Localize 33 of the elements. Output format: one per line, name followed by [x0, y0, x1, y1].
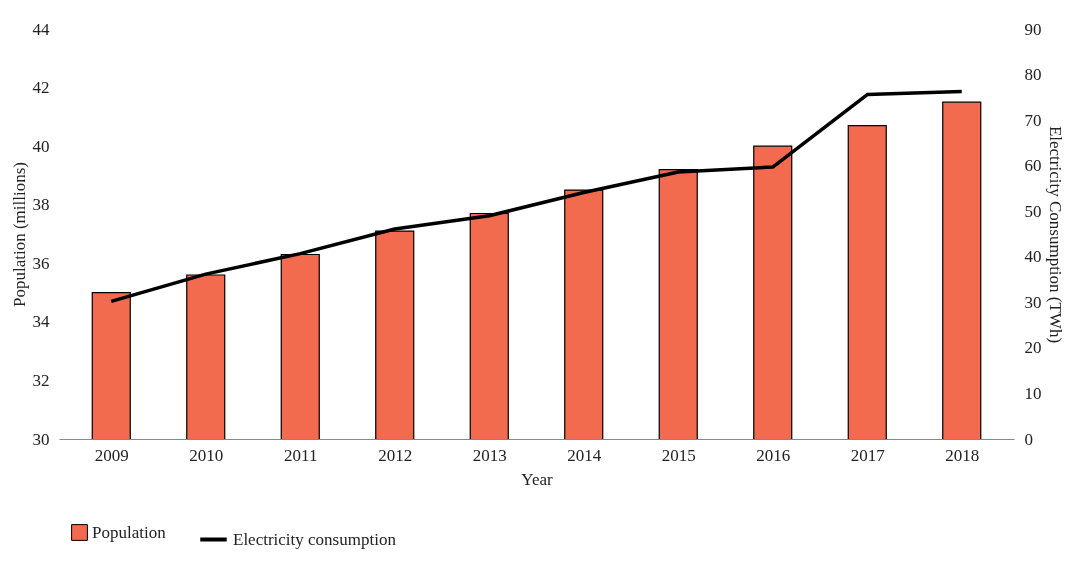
- y2-tick-label: 50: [1024, 201, 1042, 221]
- x-tick-label: 2014: [567, 445, 602, 465]
- legend-label: Population: [92, 522, 167, 542]
- y-tick-label: 30: [32, 429, 50, 449]
- y2-tick-label: 90: [1024, 19, 1042, 39]
- y-tick-label: 36: [32, 253, 50, 273]
- y2-axis-title: Electricity Consumption (TWh): [1045, 125, 1065, 344]
- x-tick-label: 2010: [189, 445, 224, 465]
- legend-label: Electricity consumption: [233, 529, 397, 549]
- y-tick-label: 32: [32, 370, 50, 390]
- x-tick-label: 2015: [661, 445, 696, 465]
- y2-tick-label: 20: [1024, 338, 1042, 358]
- y-tick-label: 38: [32, 195, 50, 215]
- x-tick-label: 2011: [284, 445, 318, 465]
- y2-tick-label: 40: [1024, 247, 1042, 267]
- x-axis-title: Year: [521, 469, 553, 489]
- y2-tick-label: 30: [1024, 292, 1042, 312]
- y2-tick-label: 60: [1024, 156, 1042, 176]
- y2-tick-label: 80: [1024, 65, 1042, 85]
- x-tick-label: 2018: [945, 445, 980, 465]
- y2-tick-label: 0: [1024, 429, 1033, 449]
- x-tick-label: 2012: [378, 445, 413, 465]
- x-tick-label: 2017: [850, 445, 886, 465]
- y2-tick-label: 10: [1024, 383, 1042, 403]
- y-tick-label: 40: [32, 136, 50, 156]
- x-tick-label: 2013: [472, 445, 507, 465]
- y-tick-label: 44: [32, 19, 50, 39]
- y-tick-label: 42: [32, 78, 50, 98]
- y-axis-title: Population (millions): [9, 162, 29, 307]
- y-tick-label: 34: [32, 312, 50, 332]
- x-tick-label: 2016: [756, 445, 791, 465]
- x-tick-label: 2009: [94, 445, 129, 465]
- y2-tick-label: 70: [1024, 110, 1042, 130]
